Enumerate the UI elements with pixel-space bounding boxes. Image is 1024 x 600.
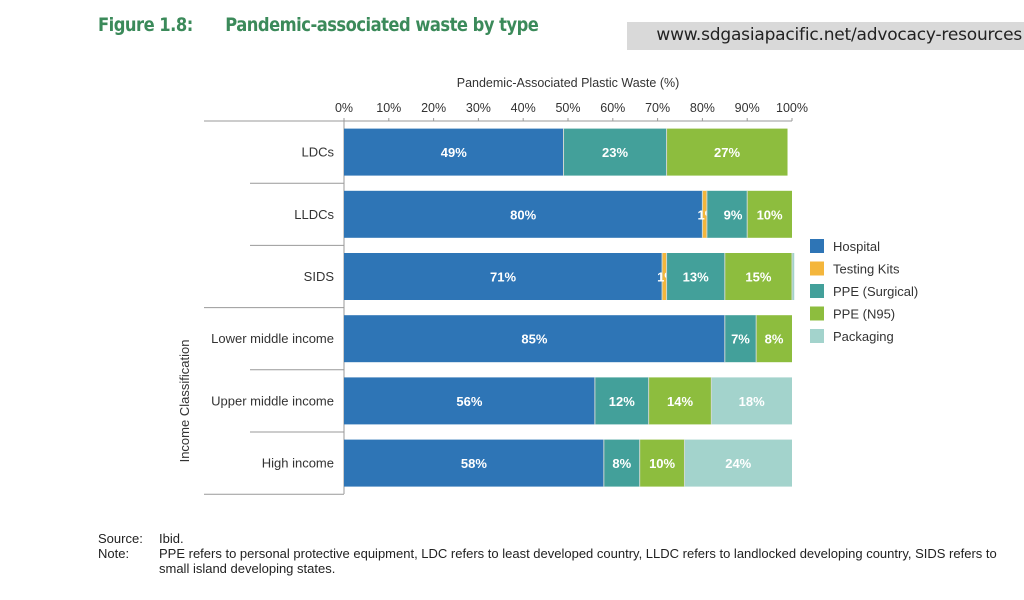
data-label: 10% (757, 207, 783, 222)
bar-segment-ppe-n95 (724, 253, 792, 300)
category-label: Lower middle income (211, 331, 334, 346)
y-axis-title: Income Classification (177, 340, 192, 463)
legend-swatch (810, 329, 824, 343)
legend-label: PPE (N95) (833, 307, 895, 322)
x-tick-label: 50% (555, 101, 580, 115)
data-label: 23% (602, 145, 628, 160)
data-label: 14% (667, 394, 693, 409)
x-axis-ticks: 0% 10% 20% 30% 40% 50% 60% 70% 80% 90% 100% (204, 101, 808, 494)
legend-swatch (810, 239, 824, 253)
x-tick-label: 30% (466, 101, 491, 115)
bar-segment-ppe-surgical (563, 128, 667, 176)
data-label: 56% (456, 394, 482, 409)
bar-segment-testing-kits (662, 253, 667, 300)
bar-segment-ppe-n95 (756, 315, 792, 363)
figure-title-text: Pandemic-associated waste by type (225, 14, 539, 36)
data-label: 71% (490, 270, 516, 285)
bar-segment-hospital (344, 439, 604, 487)
bar-segment-ppe-surgical (603, 439, 640, 487)
category-label: High income (262, 456, 334, 471)
source-text: Ibid. (159, 531, 184, 546)
legend-label: Testing Kits (833, 262, 900, 277)
data-label: 27% (714, 145, 740, 160)
data-label: 18% (739, 394, 765, 409)
data-label: 80% (510, 207, 536, 222)
bar-segment-ppe-n95 (666, 128, 788, 176)
category-label: LDCs (301, 145, 334, 160)
legend-label: Hospital (833, 239, 880, 254)
bar-segment-ppe-surgical (706, 190, 748, 238)
bar-segment-hospital (344, 377, 595, 425)
data-label: 7% (731, 332, 750, 347)
data-label: 10% (649, 456, 675, 471)
figure-title: Figure 1.8: Pandemic-associated waste by … (98, 14, 539, 36)
bar-segment-hospital (344, 253, 663, 300)
data-label: 24% (725, 456, 751, 471)
bar-segment-hospital (344, 315, 725, 363)
legend-swatch (810, 306, 824, 321)
x-tick-label: 0% (335, 101, 353, 115)
bar-segment-packaging (711, 377, 792, 425)
data-label: 15% (745, 270, 771, 285)
note-row: Note: PPE refers to personal protective … (98, 546, 1019, 576)
bar-row-high-income: High income 58% 8% 10% 24% (204, 439, 792, 495)
bar-segment-ppe-surgical (724, 315, 757, 363)
data-label: 9% (724, 207, 743, 222)
x-tick-label: 70% (645, 101, 670, 115)
bar-segment-testing-kits (702, 190, 707, 238)
legend-swatch (810, 261, 824, 276)
bar-segment-ppe-n95 (648, 377, 712, 425)
data-label: 8% (765, 332, 784, 347)
footer: Source: Ibid. Note: PPE refers to person… (98, 531, 1019, 576)
stacked-bar-chart: Pandemic-Associated Plastic Waste (%) In… (177, 76, 918, 495)
data-label: 8% (612, 456, 631, 471)
bar-row-upper-middle-income: Upper middle income 56% 12% 14% 18% (211, 377, 792, 433)
x-tick-label: 60% (600, 101, 625, 115)
url-banner: www.sdgasiapacific.net/advocacy-resource… (627, 22, 1024, 50)
figure-number: Figure 1.8: (98, 14, 193, 36)
x-tick-label: 20% (421, 101, 446, 115)
data-label: 85% (521, 332, 547, 347)
legend-label: PPE (Surgical) (833, 284, 918, 299)
data-label: 49% (441, 145, 467, 160)
x-tick-label: 100% (776, 101, 808, 115)
legend-swatch (810, 284, 824, 298)
source-label: Source: (98, 531, 143, 546)
bar-row-lower-middle-income: Lower middle income 85% 7% 8% (211, 315, 792, 371)
x-tick-label: 80% (690, 101, 715, 115)
category-label: LLDCs (294, 207, 334, 222)
bar-segment-ppe-n95 (747, 190, 792, 238)
legend-label: Packaging (833, 329, 894, 344)
category-label: Upper middle income (211, 393, 334, 408)
x-tick-label: 40% (511, 101, 536, 115)
note-text: PPE refers to personal protective equipm… (159, 546, 997, 576)
bar-segment-ppe-surgical (594, 377, 649, 425)
data-label: 12% (609, 394, 635, 409)
legend: Hospital Testing Kits PPE (Surgical) PPE (N… (810, 239, 918, 344)
bar-segment-hospital (344, 190, 703, 238)
bar-segment-ppe-surgical (666, 253, 725, 300)
bar-segment-hospital (344, 128, 564, 176)
bar-segment-ppe-n95 (639, 439, 685, 487)
chart-rows: LDCs49%23%27%LLDCs80%1%9%10%SIDS71%1%13%… (204, 128, 795, 495)
x-tick-label: 90% (735, 101, 760, 115)
bar-segment-packaging (684, 439, 792, 487)
x-axis-title: Pandemic-Associated Plastic Waste (%) (457, 76, 680, 90)
data-label: 13% (683, 270, 709, 285)
data-label: 58% (461, 456, 487, 471)
source-row: Source: Ibid. (98, 531, 1019, 546)
note-label: Note: (98, 546, 130, 561)
x-tick-label: 10% (376, 101, 401, 115)
bar-segment-packaging (792, 253, 795, 300)
bar-row-ldcs: LDCs 49% 23% 27% (250, 128, 788, 184)
category-label: SIDS (304, 269, 335, 284)
url-link[interactable]: www.sdgasiapacific.net/advocacy-resource… (656, 25, 1022, 45)
